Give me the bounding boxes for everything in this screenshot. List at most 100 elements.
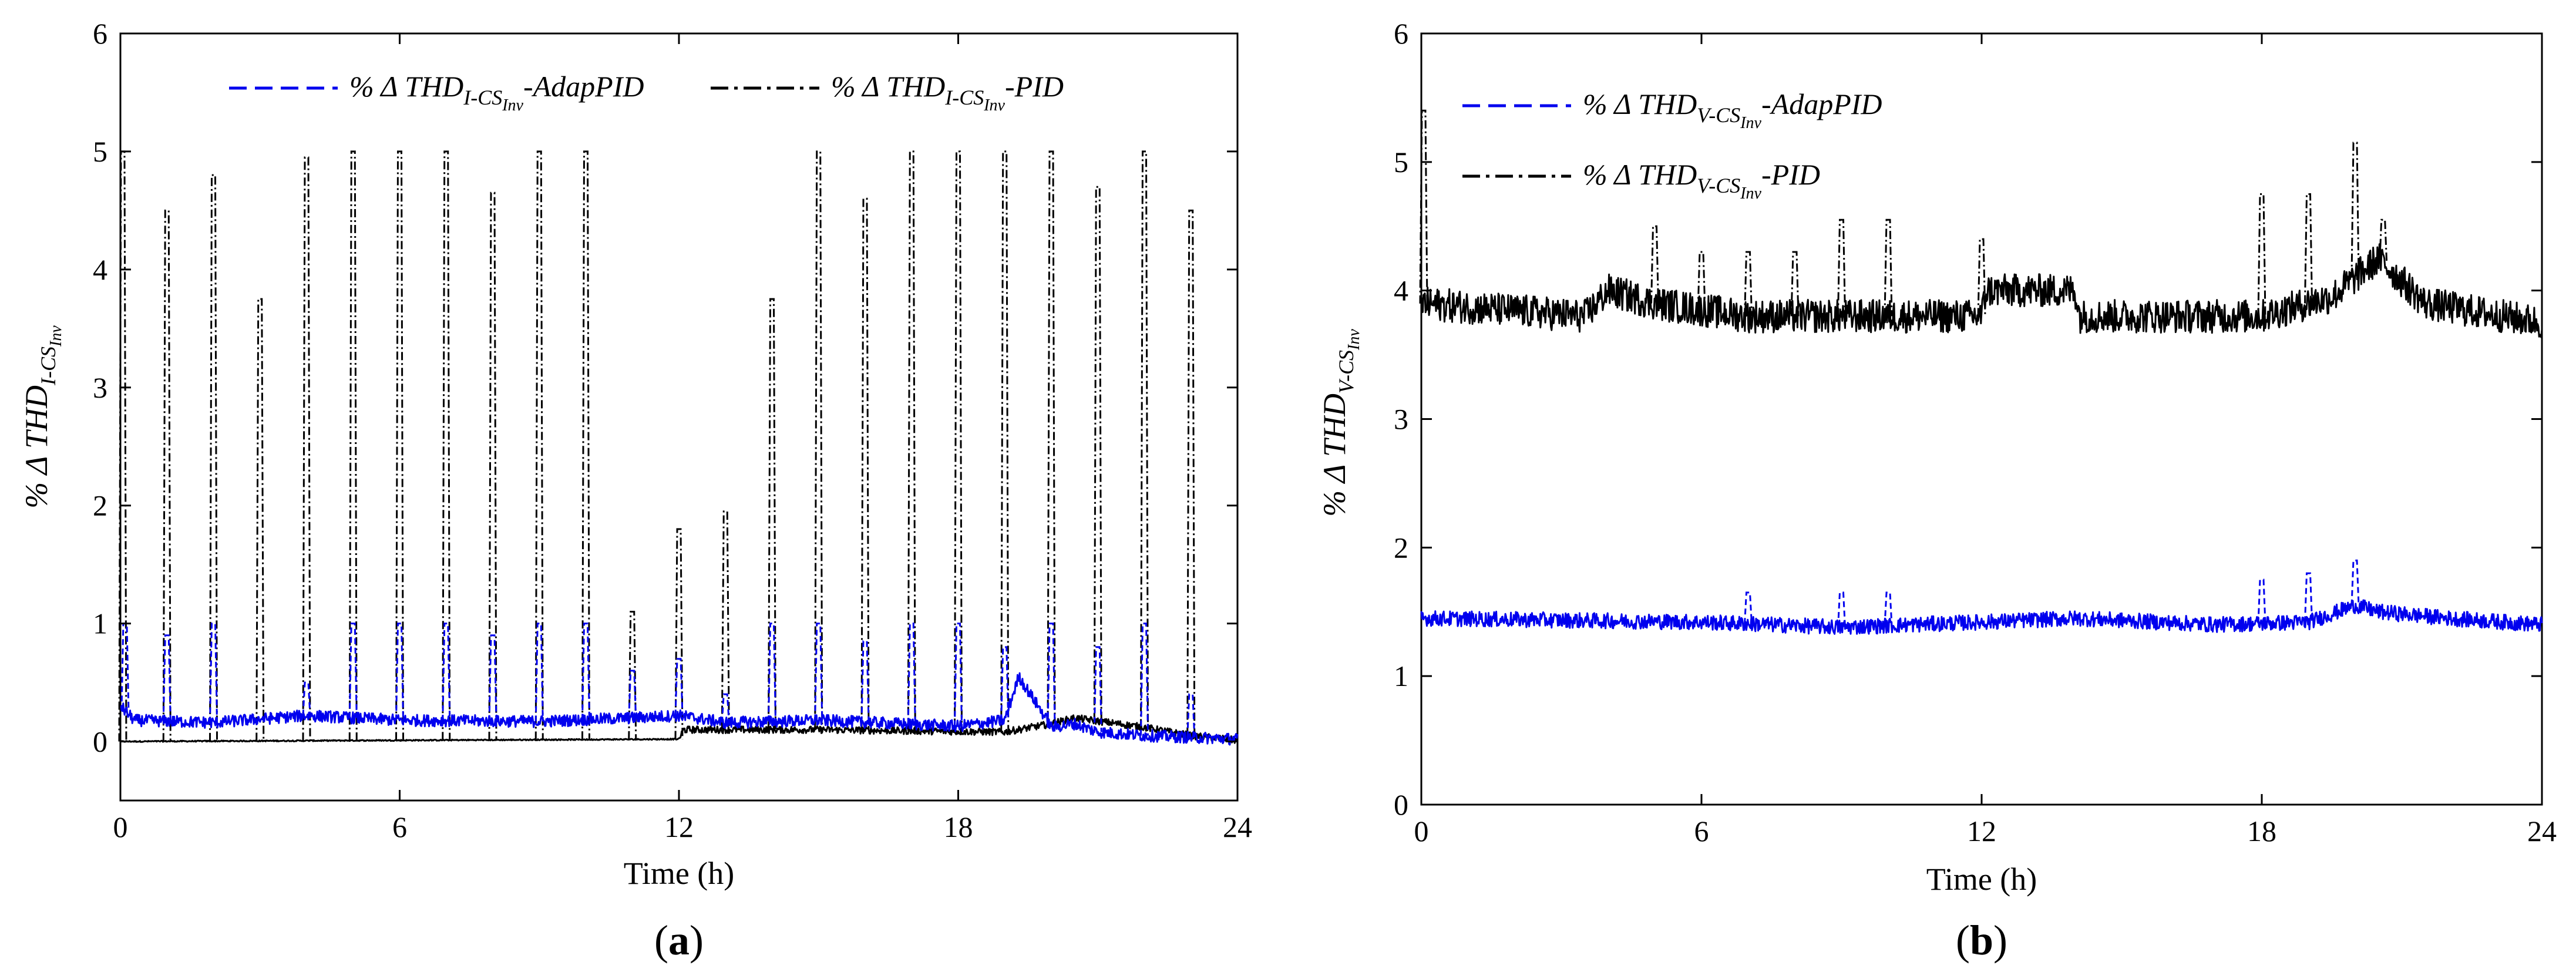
panel-a-legend-label-0-suffix: -AdapPID — [523, 70, 644, 103]
panel-a-series-adappid-line — [120, 672, 1239, 746]
panel-a-series-adappid-spike — [534, 623, 544, 722]
panel-b-y-tick-label: 6 — [1394, 17, 1408, 50]
panel-a-series-pid-spike — [954, 150, 963, 732]
panel-a-series-pid-spike — [255, 298, 265, 741]
panel-b-legend: % Δ THDV-CSInv-AdapPID% Δ THDV-CSInv-PID — [1462, 88, 1882, 203]
panel-a-legend-label-1: % Δ THDI-CSInv-PID — [831, 70, 1064, 115]
panel-b-series-adappid-spike — [2350, 559, 2360, 606]
panel-b-series-adappid-spike — [2304, 572, 2313, 623]
panel-b-series-pid-spike — [1884, 218, 1893, 317]
panel-b-series-adappid-spike — [1837, 591, 1846, 628]
panel-b-series-pid-spike — [2350, 142, 2360, 278]
panel-a-y-tick-label: 2 — [93, 489, 107, 522]
panel-a-series-pid-spike — [209, 174, 218, 741]
panel-b-legend-label-1-name: % Δ THD — [1583, 158, 1697, 191]
panel-a-series-adappid-spike — [395, 623, 404, 721]
panel-a-data-lines — [118, 150, 1239, 746]
panel-a-legend-label-0-name: % Δ THD — [349, 70, 463, 103]
panel-a-series-pid-spike — [721, 510, 730, 730]
panel-a-y-axis-label-sub2: Inv — [47, 325, 65, 347]
panel-a-y-tick-label: 5 — [93, 135, 107, 168]
panel-a-series-pid-spike — [395, 150, 404, 741]
panel-b-y-axis-label-sub1: V-CS — [1334, 350, 1358, 393]
panel-b-series-pid-spike — [2257, 193, 2266, 317]
panel-b-x-tick-label: 0 — [1414, 815, 1429, 847]
panel-a-series-adappid-spike — [1000, 646, 1010, 721]
panel-a-series-adappid-spike — [954, 623, 963, 727]
panel-b-plot-frame — [1420, 32, 2543, 806]
panel-b-series-pid-spike — [1419, 109, 1428, 304]
panel-a-series-pid-spike — [1140, 150, 1149, 728]
panel-a-series-adappid-spike — [1093, 646, 1102, 732]
panel-a-series-adappid-spike — [348, 623, 358, 718]
panel-b-legend-label-1: % Δ THDV-CSInv-PID — [1583, 158, 1820, 203]
panel-b-legend-label-1-sub1: V-CS — [1697, 174, 1740, 197]
panel-a-series-adappid-spike — [721, 693, 730, 723]
panel-b-legend-label-1-suffix: -PID — [1761, 158, 1820, 191]
panel-a-legend-label-0-sub1: I-CS — [463, 86, 502, 109]
panel-b-label: (b) — [1956, 917, 2007, 964]
panel-a-series-adappid-spike — [120, 623, 130, 711]
panel-b-x-tick-label: 24 — [2527, 815, 2557, 847]
panel-b-series-pid-spike — [1744, 251, 1753, 317]
panel-b-x-axis-label: Time (h) — [1926, 862, 2037, 897]
panel-a-legend-label-0: % Δ THDI-CSInv-AdapPID — [349, 70, 644, 115]
panel-a-y-axis-label: % Δ THDI-CSInv — [19, 325, 65, 509]
panel-a-series-adappid-spike — [814, 623, 823, 721]
panel-a-label: (a) — [654, 917, 704, 964]
panel-b-legend-label-0-sub2: Inv — [1740, 114, 1761, 132]
panel-b-legend-label-0-suffix: -AdapPID — [1761, 88, 1882, 120]
panel-a-series-pid-spike — [1093, 186, 1102, 721]
panel-a-series-pid-spike — [488, 191, 497, 740]
panel-b-series-adappid-spike — [2257, 579, 2266, 624]
panel-a-x-tick-label: 12 — [664, 810, 694, 843]
panel-b-y-axis-label-prefix: % Δ THD — [1317, 393, 1352, 517]
panel-a-series-adappid-spike — [1186, 693, 1196, 738]
panel-b-y-tick-label: 4 — [1394, 274, 1408, 307]
panel-a-series-pid-spike — [581, 150, 590, 740]
panel-a-series-pid-spike — [1047, 150, 1056, 724]
panel-a-series-adappid-spike — [442, 623, 451, 721]
panel-b-legend-label-0: % Δ THDV-CSInv-AdapPID — [1583, 88, 1882, 132]
panel-a-series-pid-spike — [814, 150, 823, 730]
panel-a-legend-label-1-suffix: -PID — [1005, 70, 1064, 103]
panel-b-x-tick-label: 12 — [1967, 815, 1996, 847]
panel-b-y-tick-label: 3 — [1394, 403, 1408, 436]
panel-a-letter: a — [668, 917, 690, 964]
panel-a-series-pid-spike — [534, 150, 544, 740]
panel-a-series-adappid-spike — [768, 623, 776, 722]
panel-b-y-axis-label-sub2: Inv — [1345, 329, 1363, 351]
panel-a-legend-label-1-sub2: Inv — [983, 96, 1005, 115]
panel-a-x-tick-label: 6 — [392, 810, 407, 843]
panel-b-series-pid-spike — [1837, 218, 1846, 317]
panel-a-series-adappid-spike — [209, 623, 218, 723]
panel-a-y-axis-label-sub1: I-CS — [36, 347, 60, 386]
panel-a-legend: % Δ THDI-CSInv-AdapPID% Δ THDI-CSInv-PID — [229, 70, 1064, 115]
panel-a-series-adappid-spike — [581, 623, 590, 720]
panel-b-series-pid-spike — [1650, 225, 1659, 304]
panel-a-legend-label-1-sub1: I-CS — [944, 86, 984, 109]
panel-b-x-tick-label: 6 — [1694, 815, 1709, 847]
panel-a-series-pid-spike — [768, 298, 776, 730]
panel-b-series-adappid-line — [1420, 599, 2543, 635]
panel-a-legend-label-1-name: % Δ THD — [831, 70, 945, 103]
panel-b-y-tick-label: 5 — [1394, 146, 1408, 179]
panel-a-y-tick-label: 0 — [93, 725, 107, 758]
panel-a-y-tick-label: 4 — [93, 253, 107, 286]
panel-b-series-pid-spike — [2379, 218, 2388, 263]
panel-a-series-adappid-spike — [860, 640, 870, 722]
panel-a-series-pid-spike — [162, 209, 171, 742]
panel-a-series-pid-spike — [348, 150, 358, 741]
panel-a-series-pid-spike — [302, 156, 311, 741]
panel-a-series-pid-spike — [907, 150, 916, 731]
panel-a-y-axis-label-prefix: % Δ THD — [19, 385, 54, 509]
panel-b-legend-label-0-sub1: V-CS — [1697, 103, 1740, 127]
panel-a-legend-label-0-sub2: Inv — [502, 96, 523, 115]
panel-b-y-axis-label: % Δ THDV-CSInv — [1317, 329, 1363, 517]
panel-a-series-pid-spike — [442, 150, 451, 741]
panel-a-y-tick-label: 6 — [93, 17, 107, 50]
